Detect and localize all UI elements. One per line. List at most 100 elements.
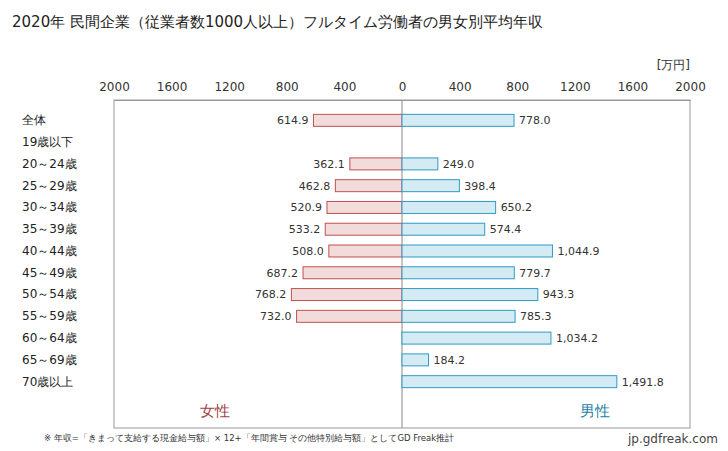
x-axis: 0 400 800 1200 1600 2000 xyxy=(399,80,706,101)
data-label: 732.0 xyxy=(260,310,292,323)
x-tick: 2000 xyxy=(99,80,130,100)
category-label: 45～49歳 xyxy=(22,266,77,280)
data-label: 768.2 xyxy=(255,288,287,301)
data-label: 184.2 xyxy=(434,354,466,367)
y-tick: 25～29歳 xyxy=(22,179,114,193)
x-tick: 1600 xyxy=(157,80,188,100)
data-label: 779.7 xyxy=(519,267,551,280)
y-tick: 19歳以下 xyxy=(22,135,114,149)
data-label: 614.9 xyxy=(277,114,309,127)
x-tick: 800 xyxy=(506,80,529,100)
bar xyxy=(329,245,402,257)
data-label: 1,034.2 xyxy=(556,332,598,345)
y-tick: 45～49歳 xyxy=(22,266,114,280)
chart-root: 2020年 民間企業（従業者数1000人以上）フルタイム労働者の男女別平均年収 [… xyxy=(0,0,728,451)
data-label: 1,044.9 xyxy=(557,245,599,258)
tick-label: 1600 xyxy=(618,80,649,94)
bar xyxy=(402,289,538,301)
y-tick: 全体 xyxy=(22,113,114,127)
bar xyxy=(325,223,402,235)
y-tick: 70歳以上 xyxy=(22,374,114,388)
tick-label: 2000 xyxy=(99,80,130,94)
bar xyxy=(350,158,402,170)
bar xyxy=(402,158,438,170)
tick-label: 1600 xyxy=(157,80,188,94)
tick-label: 400 xyxy=(333,80,356,94)
bar xyxy=(297,310,402,322)
bar xyxy=(402,223,485,235)
data-label: 687.2 xyxy=(267,267,299,280)
bar xyxy=(402,354,429,366)
bar xyxy=(303,267,402,279)
category-label: 19歳以下 xyxy=(22,135,73,149)
category-label: 60～64歳 xyxy=(22,331,77,345)
bar xyxy=(402,332,551,344)
data-label: 574.4 xyxy=(490,223,522,236)
data-label: 462.8 xyxy=(299,180,331,193)
category-label: 65～69歳 xyxy=(22,353,77,367)
data-label: 778.0 xyxy=(519,114,551,127)
data-label: 520.9 xyxy=(290,201,322,214)
bar xyxy=(402,245,552,257)
x-tick: 2000 xyxy=(675,80,706,100)
category-label: 50～54歳 xyxy=(22,287,77,301)
y-tick: 35～39歳 xyxy=(22,222,114,236)
category-label: 30～34歳 xyxy=(22,200,77,214)
category-label: 40～44歳 xyxy=(22,244,77,258)
bar xyxy=(402,201,496,213)
data-label: 508.0 xyxy=(292,245,324,258)
y-axis: 全体 19歳以下 20～24歳 25～29歳 30～34歳 35～39歳 40～44歳 45～… xyxy=(22,113,114,388)
x-tick: 400 xyxy=(333,80,356,100)
axis-line xyxy=(403,100,691,101)
bar xyxy=(402,114,514,126)
bar xyxy=(402,310,515,322)
data-label: 943.3 xyxy=(543,288,575,301)
category-label: 35～39歳 xyxy=(22,222,77,236)
x-tick: 0 xyxy=(399,80,407,100)
x-tick: 400 xyxy=(449,80,472,100)
category-label: 25～29歳 xyxy=(22,179,77,193)
title: 2020年 民間企業（従業者数1000人以上）フルタイム労働者の男女別平均年収 xyxy=(12,13,543,31)
category-label: 全体 xyxy=(22,113,46,127)
y-tick: 60～64歳 xyxy=(22,331,114,345)
axis-line xyxy=(115,100,403,101)
category-label: 20～24歳 xyxy=(22,157,77,171)
bar xyxy=(402,180,459,192)
y-tick: 55～59歳 xyxy=(22,309,114,323)
data-label: 362.1 xyxy=(313,158,345,171)
data-labels: 614.9 362.1 462.8 520.9 533.2 508.0 687.2 768.2… xyxy=(255,114,664,388)
x-axis: 400 800 1200 1600 2000 xyxy=(99,80,402,101)
axis-title: [万円] xyxy=(657,58,690,72)
data-label: 533.2 xyxy=(289,223,321,236)
plot-frame xyxy=(114,100,690,428)
bar xyxy=(291,289,402,301)
bar xyxy=(402,267,514,279)
tick-label: 800 xyxy=(276,80,299,94)
category-label: 55～59歳 xyxy=(22,309,77,323)
data-label: 785.3 xyxy=(520,310,552,323)
x-tick: 800 xyxy=(276,80,299,100)
y-tick: 50～54歳 xyxy=(22,287,114,301)
data-label: 650.2 xyxy=(501,201,532,214)
bars xyxy=(291,114,616,387)
tick-label: 0 xyxy=(399,80,407,94)
tick-label: 2000 xyxy=(675,80,706,94)
legend-entry: 女性 xyxy=(200,402,230,420)
y-tick: 30～34歳 xyxy=(22,200,114,214)
chart-svg: 2020年 民間企業（従業者数1000人以上）フルタイム労働者の男女別平均年収 [… xyxy=(0,0,728,451)
x-tick: 1600 xyxy=(618,80,649,100)
annotation: ※ 年収=「きまって支給する現金給与額」× 12+「年間賞与 その他特別給与額」… xyxy=(44,433,454,443)
tick-label: 1200 xyxy=(214,80,245,94)
data-label: 1,491.8 xyxy=(622,376,664,389)
tick-label: 400 xyxy=(449,80,472,94)
bar xyxy=(327,201,402,213)
annotation: jp.gdfreak.com xyxy=(627,432,718,446)
x-tick: 1200 xyxy=(214,80,245,100)
y-tick: 40～44歳 xyxy=(22,244,114,258)
bar xyxy=(335,180,402,192)
tick-label: 1200 xyxy=(560,80,591,94)
bar xyxy=(313,114,402,126)
bar xyxy=(402,376,617,388)
data-label: 249.0 xyxy=(443,158,475,171)
y-tick: 65～69歳 xyxy=(22,353,114,367)
